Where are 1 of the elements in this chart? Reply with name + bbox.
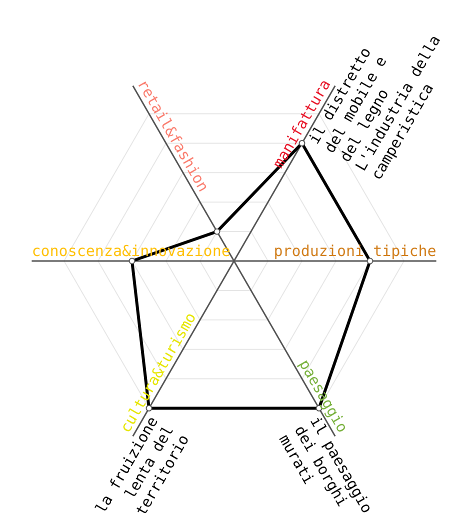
spoke-label: produzioni tipiche [274, 242, 436, 260]
